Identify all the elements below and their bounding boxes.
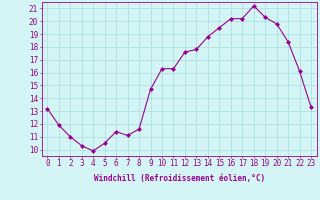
X-axis label: Windchill (Refroidissement éolien,°C): Windchill (Refroidissement éolien,°C) [94, 174, 265, 183]
